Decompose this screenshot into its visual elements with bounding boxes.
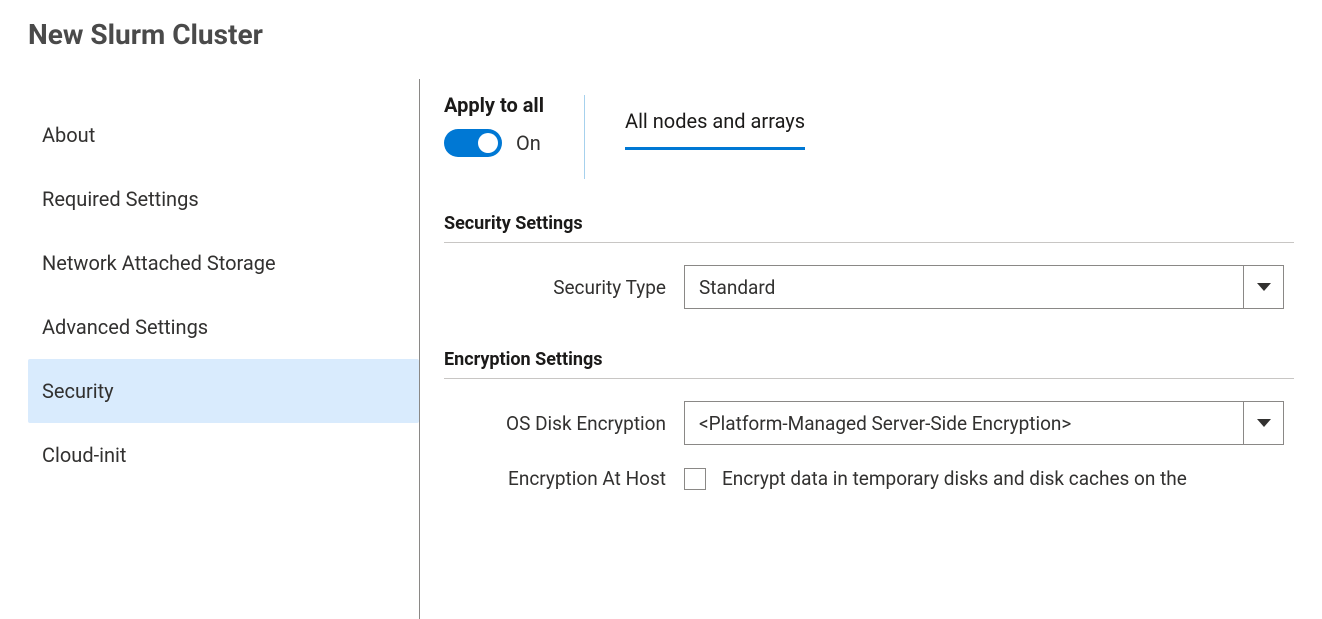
tab-block: All nodes and arrays xyxy=(625,93,805,150)
encryption-settings-title: Encryption Settings xyxy=(444,349,1294,379)
os-disk-encryption-select[interactable]: <Platform-Managed Server-Side Encryption… xyxy=(684,401,1284,445)
encryption-at-host-checkbox[interactable] xyxy=(684,468,706,490)
security-type-caret xyxy=(1243,266,1283,308)
sidebar-item-network-attached-storage[interactable]: Network Attached Storage xyxy=(28,231,419,295)
toggle-row: On xyxy=(444,129,544,157)
apply-to-all-toggle[interactable] xyxy=(444,129,502,157)
security-type-select[interactable]: Standard xyxy=(684,265,1284,309)
security-settings-title: Security Settings xyxy=(444,213,1294,243)
sidebar-item-about[interactable]: About xyxy=(28,103,419,167)
apply-to-all-block: Apply to all On xyxy=(444,93,544,157)
vertical-divider xyxy=(419,79,420,619)
encryption-at-host-row: Encryption At Host Encrypt data in tempo… xyxy=(444,467,1294,490)
security-type-row: Security Type Standard xyxy=(444,265,1294,309)
os-disk-encryption-value: <Platform-Managed Server-Side Encryption… xyxy=(685,402,1243,444)
tab-all-nodes[interactable]: All nodes and arrays xyxy=(625,109,805,150)
top-row-separator xyxy=(584,95,585,179)
os-disk-encryption-row: OS Disk Encryption <Platform-Managed Ser… xyxy=(444,401,1294,445)
toggle-knob xyxy=(478,133,498,153)
os-disk-encryption-label: OS Disk Encryption xyxy=(444,412,684,435)
apply-to-all-label: Apply to all xyxy=(444,93,544,117)
sidebar-item-cloud-init[interactable]: Cloud-init xyxy=(28,423,419,487)
sidebar-item-advanced-settings[interactable]: Advanced Settings xyxy=(28,295,419,359)
encryption-at-host-label: Encryption At Host xyxy=(444,467,684,490)
toggle-state-label: On xyxy=(516,131,541,155)
chevron-down-icon xyxy=(1257,283,1271,291)
content-area: About Required Settings Network Attached… xyxy=(28,79,1294,619)
encryption-at-host-description: Encrypt data in temporary disks and disk… xyxy=(722,467,1187,490)
top-row: Apply to all On All nodes and arrays xyxy=(444,93,1294,179)
sidebar: About Required Settings Network Attached… xyxy=(28,79,419,619)
security-type-label: Security Type xyxy=(444,276,684,299)
security-type-value: Standard xyxy=(685,266,1243,308)
sidebar-item-required-settings[interactable]: Required Settings xyxy=(28,167,419,231)
sidebar-item-security[interactable]: Security xyxy=(28,359,419,423)
page-title: New Slurm Cluster xyxy=(28,18,1294,51)
os-disk-encryption-caret xyxy=(1243,402,1283,444)
chevron-down-icon xyxy=(1257,419,1271,427)
main-panel: Apply to all On All nodes and arrays Sec… xyxy=(444,79,1294,619)
